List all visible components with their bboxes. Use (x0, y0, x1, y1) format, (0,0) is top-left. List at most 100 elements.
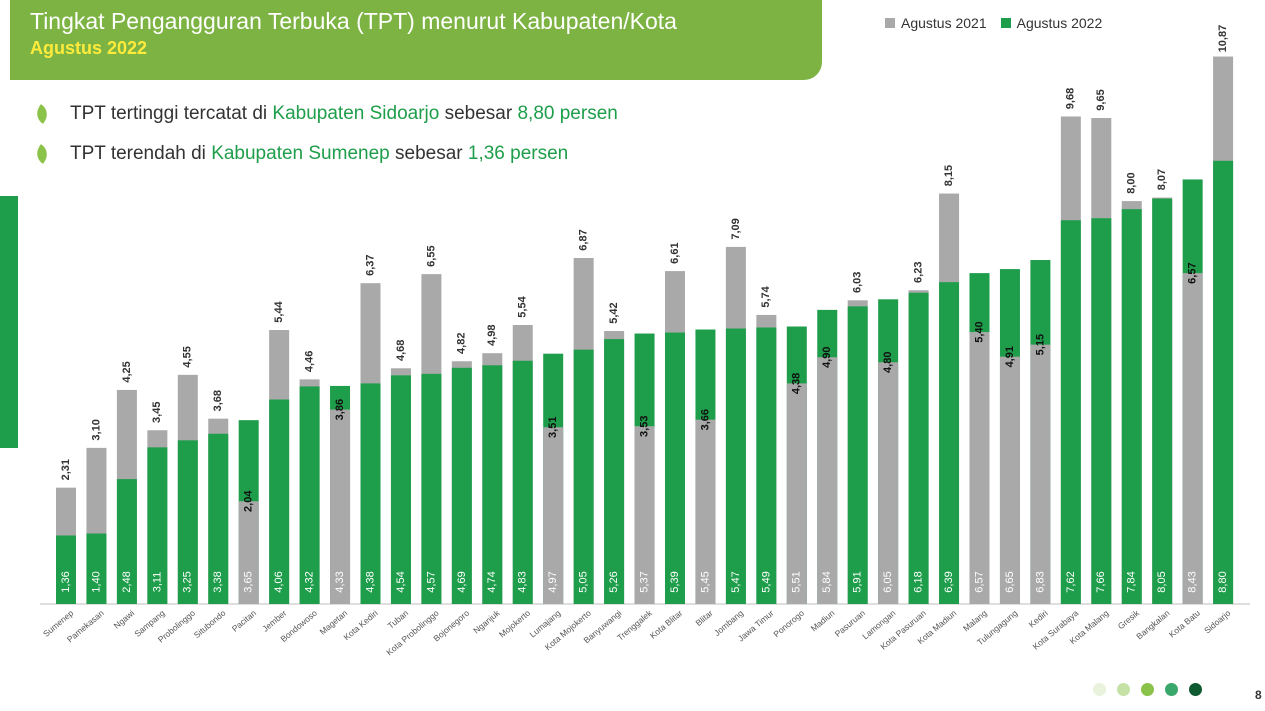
x-tick-label: Mojokerto (497, 608, 532, 640)
bar-group (238, 420, 259, 604)
data-label-2021: 4,98 (486, 324, 498, 345)
bar-group (939, 193, 960, 604)
data-label-2021: 5,42 (608, 302, 620, 323)
data-label-2022: 5,84 (821, 571, 833, 592)
x-tick-label: Pacitan (230, 608, 258, 634)
bar-2022 (360, 383, 381, 604)
bar-group (208, 418, 229, 604)
bar-2022 (847, 306, 868, 604)
data-label-2021: 4,82 (456, 333, 468, 354)
bar-2022 (1152, 198, 1173, 604)
data-label-2021: 3,68 (212, 390, 224, 411)
legend-item-2021: Agustus 2021 (885, 15, 987, 31)
footer-dot-1 (1093, 683, 1106, 696)
data-label-2021: 4,68 (395, 340, 407, 361)
bar-group (86, 447, 107, 604)
bar-group (634, 333, 655, 604)
title-banner: Tingkat Pengangguran Terbuka (TPT) menur… (10, 0, 822, 80)
chart-title: Tingkat Pengangguran Terbuka (TPT) menur… (30, 8, 677, 34)
data-label-2022: 5,39 (669, 571, 681, 592)
bar-2021 (238, 501, 259, 604)
footer-dots (1093, 683, 1213, 696)
x-tick-label: Madiun (809, 608, 837, 634)
bar-2022 (56, 535, 76, 604)
data-label-2022: 4,57 (425, 571, 437, 592)
legend-item-2022: Agustus 2022 (1000, 15, 1102, 31)
data-label-2022: 5,37 (638, 571, 650, 592)
bar-2022 (1060, 220, 1081, 604)
bar-group (1091, 117, 1112, 604)
chart-subtitle: Agustus 2022 (30, 38, 148, 58)
bar-group (451, 361, 472, 604)
finding-value: 8,80 persen (517, 103, 618, 124)
bar-group (604, 331, 625, 604)
bar-group (725, 246, 746, 604)
legend-label-2021: Agustus 2021 (901, 15, 987, 31)
data-label-2022: 1,36 (60, 571, 72, 592)
data-label-2022: 3,65 (243, 571, 255, 592)
data-label-2022: 1,40 (90, 571, 102, 592)
data-label-2021: 5,40 (973, 321, 985, 342)
bar-2022 (482, 365, 503, 604)
bar-group (695, 329, 716, 604)
data-label-2022: 7,66 (1095, 571, 1107, 592)
data-label-2021: 3,53 (638, 416, 650, 437)
x-tick-label: Kota Kediri (341, 608, 379, 642)
bar-group (1213, 56, 1234, 605)
bar-group (999, 269, 1020, 604)
bar-2022 (86, 533, 107, 604)
bar-group (1121, 201, 1142, 604)
x-tick-label: Kota Probolinggo (384, 608, 441, 658)
data-label-2021: 4,55 (182, 346, 194, 367)
bar-group (390, 368, 411, 604)
bar-2022 (1213, 160, 1234, 605)
bar-2021 (543, 427, 564, 604)
x-tick-label: Sidoarjo (1202, 608, 1233, 636)
data-label-2022: 4,69 (456, 571, 468, 592)
finding-text: sebesar (439, 103, 518, 124)
data-label-2021: 8,15 (943, 165, 955, 186)
bar-2022 (1091, 218, 1112, 604)
data-label-2021: 4,90 (821, 347, 833, 368)
finding-value: 1,36 persen (467, 143, 569, 164)
bar-group (177, 374, 198, 604)
finding-text: sebesar (389, 143, 468, 164)
bar-2022 (756, 327, 777, 604)
data-label-2021: 9,68 (1065, 88, 1077, 109)
x-tick-label: Bangkalan (1134, 608, 1171, 642)
bar-group (147, 430, 168, 604)
data-label-2021: 6,55 (425, 245, 437, 266)
data-label-2022: 6,05 (882, 571, 894, 592)
bar-2022 (604, 339, 625, 604)
x-tick-label: Gresik (1116, 607, 1142, 631)
data-label-2022: 6,83 (1034, 571, 1046, 592)
x-tick-label: Situbondo (192, 608, 228, 640)
data-label-2021: 6,61 (669, 242, 681, 263)
legend-swatch-2021 (885, 18, 895, 28)
bar-2022 (665, 332, 685, 604)
x-tick-label: Kediri (1027, 608, 1050, 630)
bar-2021 (1182, 273, 1203, 604)
data-label-2022: 5,51 (791, 571, 803, 592)
bar-group (1030, 260, 1051, 604)
bar-group (330, 385, 351, 604)
data-label-2021: 7,09 (730, 218, 742, 239)
data-label-2021: 6,57 (1187, 262, 1199, 283)
data-label-2022: 4,32 (304, 571, 316, 592)
finding-text: TPT terendah di (70, 143, 212, 164)
data-label-2021: 9,65 (1095, 89, 1107, 110)
data-label-2021: 5,74 (760, 285, 772, 307)
bar-2021 (786, 383, 807, 604)
data-label-2022: 5,05 (578, 571, 590, 592)
data-label-2022: 7,62 (1065, 571, 1077, 592)
bar-2022 (116, 479, 137, 604)
bar-2022 (573, 349, 594, 604)
footer-dot-4 (1165, 683, 1178, 696)
finding-highest: TPT tertinggi tercatat di Kabupaten Sido… (32, 100, 618, 128)
bar-group (969, 273, 990, 604)
data-label-2022: 5,47 (730, 571, 742, 592)
data-label-2022: 7,84 (1126, 571, 1138, 592)
data-label-2021: 2,31 (60, 459, 72, 480)
finding-text: TPT tertinggi tercatat di (70, 103, 273, 124)
